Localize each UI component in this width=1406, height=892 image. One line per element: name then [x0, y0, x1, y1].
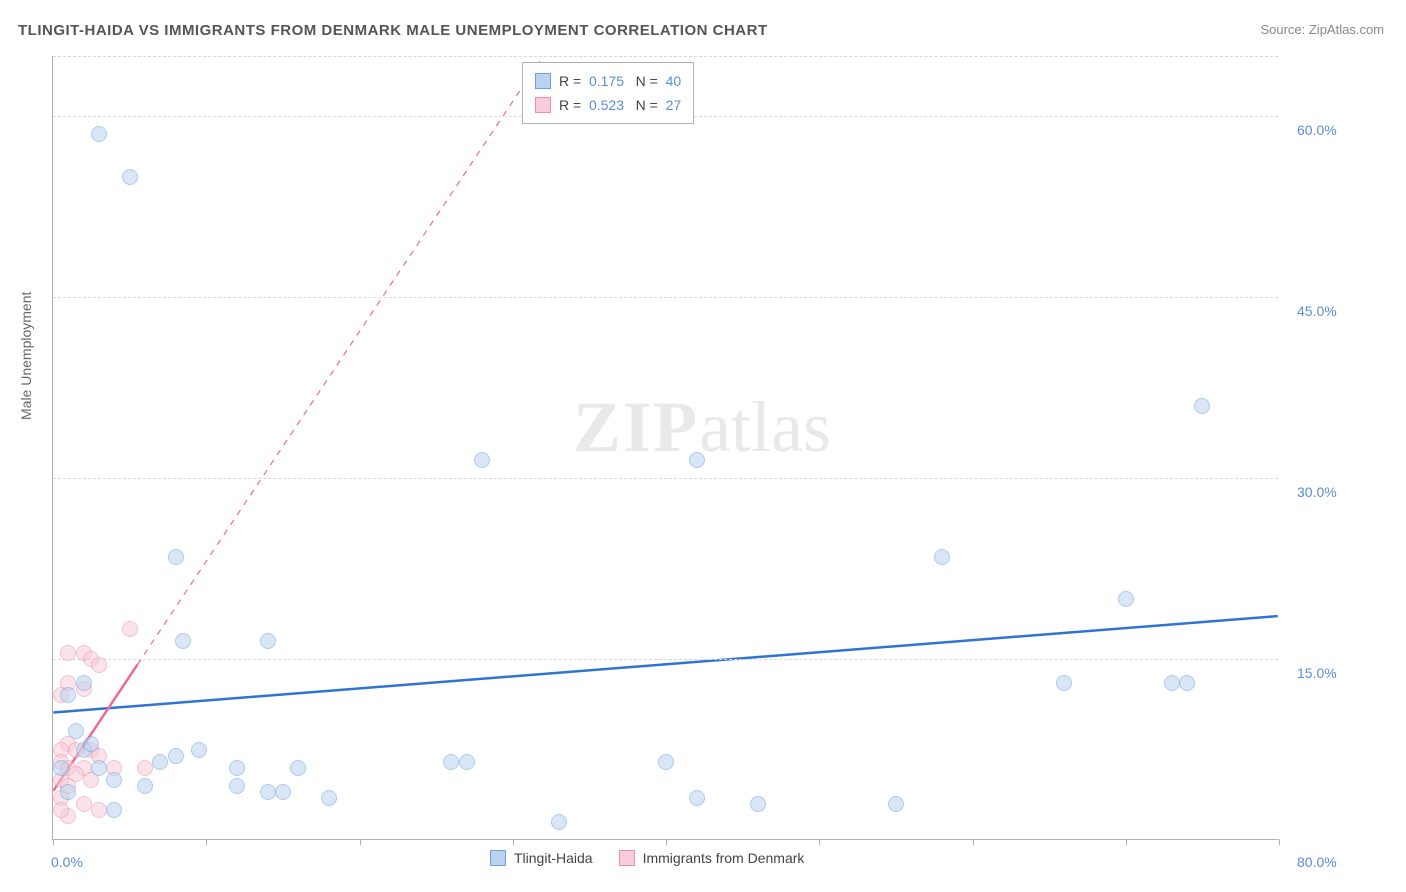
scatter-point-a	[122, 169, 138, 185]
x-tick	[360, 839, 361, 845]
legend-stats: R = 0.175 N = 40 R = 0.523 N = 27	[522, 62, 694, 124]
scatter-point-a	[1179, 675, 1195, 691]
x-tick	[973, 839, 974, 845]
scatter-point-a	[474, 452, 490, 468]
y-axis-label: Male Unemployment	[18, 292, 34, 420]
scatter-point-a	[689, 452, 705, 468]
gridline	[53, 478, 1278, 479]
scatter-point-a	[750, 796, 766, 812]
watermark-bold: ZIP	[573, 387, 699, 467]
scatter-point-a	[60, 784, 76, 800]
scatter-point-a	[1164, 675, 1180, 691]
scatter-point-a	[888, 796, 904, 812]
legend-swatch	[535, 73, 551, 89]
chart-title: TLINGIT-HAIDA VS IMMIGRANTS FROM DENMARK…	[18, 22, 768, 39]
scatter-point-a	[551, 814, 567, 830]
x-tick	[53, 839, 54, 845]
legend-series: Tlingit-Haida Immigrants from Denmark	[490, 850, 822, 866]
scatter-point-a	[106, 772, 122, 788]
scatter-point-a	[260, 633, 276, 649]
scatter-point-b	[91, 657, 107, 673]
scatter-point-a	[443, 754, 459, 770]
scatter-point-a	[1056, 675, 1072, 691]
legend-label: Tlingit-Haida	[514, 850, 593, 866]
scatter-point-a	[106, 802, 122, 818]
scatter-point-a	[91, 126, 107, 142]
scatter-point-a	[175, 633, 191, 649]
scatter-point-a	[689, 790, 705, 806]
watermark-rest: atlas	[699, 387, 831, 467]
x-tick	[1279, 839, 1280, 845]
legend-swatch	[490, 850, 506, 866]
source-label: Source: ZipAtlas.com	[1260, 22, 1384, 37]
scatter-point-a	[290, 760, 306, 776]
gridline	[53, 56, 1278, 57]
scatter-point-a	[459, 754, 475, 770]
scatter-point-a	[934, 549, 950, 565]
scatter-point-a	[152, 754, 168, 770]
legend-swatch	[535, 97, 551, 113]
scatter-point-b	[76, 796, 92, 812]
x-tick-label: 0.0%	[51, 854, 83, 870]
x-tick	[666, 839, 667, 845]
scatter-point-a	[658, 754, 674, 770]
scatter-point-a	[53, 760, 69, 776]
y-tick-label: 30.0%	[1297, 484, 1337, 500]
scatter-point-a	[83, 736, 99, 752]
scatter-point-a	[68, 723, 84, 739]
scatter-point-a	[137, 778, 153, 794]
gridline	[53, 297, 1278, 298]
y-tick-label: 60.0%	[1297, 122, 1337, 138]
scatter-point-a	[275, 784, 291, 800]
scatter-point-b	[137, 760, 153, 776]
x-tick	[1126, 839, 1127, 845]
legend-swatch	[619, 850, 635, 866]
scatter-point-b	[53, 802, 69, 818]
scatter-point-a	[321, 790, 337, 806]
y-tick-label: 15.0%	[1297, 665, 1337, 681]
x-tick	[513, 839, 514, 845]
gridline	[53, 659, 1278, 660]
legend-label: Immigrants from Denmark	[643, 850, 805, 866]
trend-lines-layer	[53, 56, 1278, 839]
scatter-point-a	[191, 742, 207, 758]
scatter-point-b	[91, 802, 107, 818]
scatter-point-a	[1118, 591, 1134, 607]
legend-stat-text: R = 0.523 N = 27	[559, 97, 681, 113]
x-tick-label: 80.0%	[1297, 854, 1337, 870]
scatter-point-a	[260, 784, 276, 800]
scatter-point-a	[168, 748, 184, 764]
legend-stat-text: R = 0.175 N = 40	[559, 73, 681, 89]
scatter-point-a	[229, 760, 245, 776]
plot-area: ZIPatlas 15.0%30.0%45.0%60.0%0.0%80.0%	[52, 56, 1278, 840]
scatter-point-b	[122, 621, 138, 637]
y-tick-label: 45.0%	[1297, 303, 1337, 319]
x-tick	[206, 839, 207, 845]
scatter-point-a	[60, 687, 76, 703]
x-tick	[819, 839, 820, 845]
scatter-point-a	[168, 549, 184, 565]
scatter-point-a	[91, 760, 107, 776]
scatter-point-b	[60, 645, 76, 661]
scatter-point-a	[1194, 398, 1210, 414]
scatter-point-a	[76, 675, 92, 691]
scatter-point-a	[229, 778, 245, 794]
